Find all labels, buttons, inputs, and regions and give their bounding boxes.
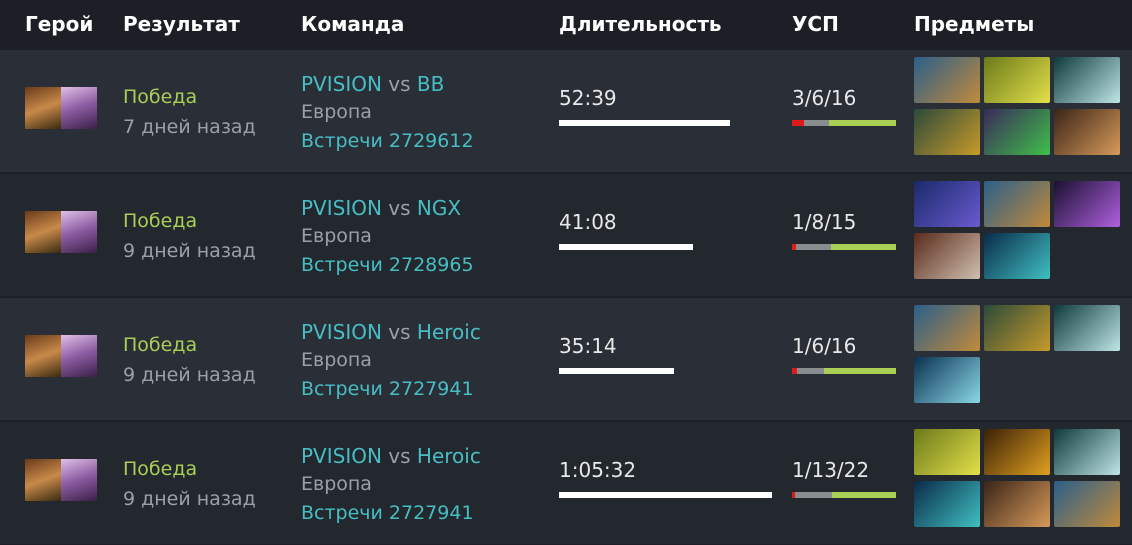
item-icon [984, 233, 1050, 279]
kda-bar-segment [792, 120, 805, 126]
item-icon [914, 109, 980, 155]
items [914, 305, 1124, 409]
teams: PVISION vs Heroic [301, 444, 481, 468]
region: Европа [301, 225, 372, 247]
item-icon [914, 181, 980, 227]
duration: 1:05:32 [559, 458, 637, 482]
item-icon [914, 233, 980, 279]
region: Европа [301, 473, 372, 495]
hero-portrait [61, 87, 97, 129]
item-icon [1054, 57, 1120, 103]
teams: PVISION vs BB [301, 72, 444, 96]
time-ago: 9 дней назад [123, 240, 256, 262]
opponent-name[interactable]: Heroic [416, 444, 481, 468]
kda-bar-segment [829, 120, 896, 126]
item-icon [914, 429, 980, 475]
column-header: Длительность [559, 12, 722, 36]
duration-bar [559, 492, 772, 498]
column-header: Предметы [914, 12, 1035, 36]
result: Победа [123, 210, 198, 232]
series-link[interactable]: Встречи 2727941 [301, 502, 474, 524]
duration: 52:39 [559, 86, 617, 110]
item-icon [1054, 109, 1120, 155]
series-link[interactable]: Встречи 2727941 [301, 378, 474, 400]
opponent-name[interactable]: BB [416, 72, 445, 96]
kda-bar-segment [794, 492, 833, 498]
items [914, 181, 1124, 285]
kda: 3/6/16 [792, 86, 857, 110]
item-icon [984, 109, 1050, 155]
kda: 1/6/16 [792, 334, 857, 358]
teams: PVISION vs Heroic [301, 320, 481, 344]
item-icon [984, 57, 1050, 103]
item-icon [1054, 481, 1120, 527]
column-header: Герой [25, 12, 94, 36]
column-header: Результат [123, 12, 240, 36]
item-icon [1054, 429, 1120, 475]
time-ago: 9 дней назад [123, 364, 256, 386]
vs: vs [388, 320, 411, 344]
opponent-name[interactable]: Heroic [416, 320, 481, 344]
item-icon [914, 57, 980, 103]
hero-portrait [61, 459, 97, 501]
item-icon [984, 481, 1050, 527]
result: Победа [123, 334, 198, 356]
team-name: PVISION [301, 444, 382, 468]
kda-bar-segment [796, 368, 824, 374]
hero-portrait [61, 211, 97, 253]
vs: vs [388, 444, 411, 468]
item-icon [984, 305, 1050, 351]
time-ago: 9 дней назад [123, 488, 256, 510]
opponent-name[interactable]: NGX [416, 196, 462, 220]
vs: vs [388, 72, 411, 96]
kda-bar-segment [823, 368, 896, 374]
kda: 1/8/15 [792, 210, 857, 234]
hero-portrait [25, 87, 61, 129]
duration: 41:08 [559, 210, 617, 234]
items [914, 57, 1124, 161]
kda-bar-segment [832, 492, 896, 498]
item-icon [914, 305, 980, 351]
region: Европа [301, 101, 372, 123]
hero-portrait [61, 335, 97, 377]
kda-bar-segment [792, 368, 797, 374]
series-link[interactable]: Встречи 2729612 [301, 130, 474, 152]
kda: 1/13/22 [792, 458, 870, 482]
series-link[interactable]: Встречи 2728965 [301, 254, 474, 276]
items [914, 429, 1124, 533]
vs: vs [388, 196, 411, 220]
item-icon [1054, 181, 1120, 227]
item-icon [914, 357, 980, 403]
team-name: PVISION [301, 196, 382, 220]
kda-bar-segment [792, 244, 797, 250]
kda-bar-segment [796, 244, 831, 250]
kda-bar-segment [804, 120, 830, 126]
item-icon [1054, 305, 1120, 351]
kda-bar-segment [792, 492, 795, 498]
duration-bar [559, 368, 674, 374]
hero-portrait [25, 211, 61, 253]
duration-bar [559, 120, 731, 126]
result: Победа [123, 86, 198, 108]
item-icon [984, 181, 1050, 227]
duration-bar [559, 244, 693, 250]
hero-portrait [25, 335, 61, 377]
hero-portrait [25, 459, 61, 501]
column-header: Команда [301, 12, 405, 36]
team-name: PVISION [301, 72, 382, 96]
column-header: УСП [792, 12, 839, 36]
item-icon [984, 429, 1050, 475]
item-icon [914, 481, 980, 527]
time-ago: 7 дней назад [123, 116, 256, 138]
result: Победа [123, 458, 198, 480]
teams: PVISION vs NGX [301, 196, 461, 220]
duration: 35:14 [559, 334, 617, 358]
team-name: PVISION [301, 320, 382, 344]
kda-bar-segment [831, 244, 896, 250]
region: Европа [301, 349, 372, 371]
